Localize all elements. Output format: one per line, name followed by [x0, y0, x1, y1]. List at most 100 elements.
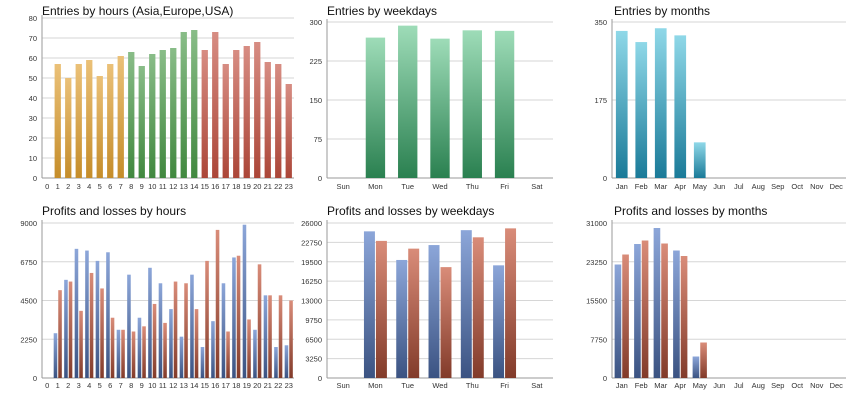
x-tick-label: 0 [45, 381, 49, 390]
y-tick-label: 4500 [20, 297, 37, 306]
y-tick-label: 0 [33, 174, 37, 183]
bar-mark [680, 256, 688, 378]
x-tick-label: 15 [201, 381, 209, 390]
bar-mark [505, 228, 517, 378]
bar-mark [212, 32, 219, 178]
y-tick-label: 19500 [301, 258, 322, 267]
bar-mark [200, 347, 205, 378]
bar-mark [242, 224, 247, 378]
x-tick-label: 6 [108, 182, 112, 191]
x-tick-label: 23 [285, 381, 293, 390]
x-tick-label: 13 [180, 182, 188, 191]
x-tick-label: Thu [466, 182, 479, 191]
bar-mark [152, 303, 157, 378]
bar-mark [257, 264, 262, 378]
bar-mark [233, 50, 240, 178]
x-tick-label: 8 [129, 381, 133, 390]
bar-mark [180, 32, 187, 178]
bar-mark [58, 290, 62, 378]
bar-mark [211, 321, 215, 378]
x-tick-label: May [693, 182, 707, 191]
x-tick-label: Tue [401, 182, 414, 191]
x-tick-label: 6 [108, 381, 112, 390]
bar-mark [693, 142, 706, 178]
x-tick-label: 1 [56, 381, 60, 390]
bar-mark [460, 230, 472, 378]
x-tick-label: 20 [253, 182, 261, 191]
chart-panel-2: 0 175 350 Jan Feb Mar Apr May Jun Jul Aug Sep Oct Nov… [594, 4, 846, 191]
x-tick-label: 21 [264, 381, 272, 390]
bar-mark [74, 248, 79, 378]
y-tick-label: 0 [603, 174, 607, 183]
bar-mark [472, 237, 484, 378]
bar-mark [106, 252, 110, 378]
bar-mark [159, 50, 166, 178]
x-tick-label: Fri [500, 381, 509, 390]
bar-mark [264, 62, 271, 178]
x-tick-label: 20 [253, 381, 261, 390]
x-tick-label: 17 [222, 182, 230, 191]
x-tick-label: 11 [159, 381, 167, 390]
x-tick-label: Nov [810, 182, 824, 191]
x-tick-label: Jan [616, 381, 628, 390]
bar-mark [493, 265, 505, 378]
bar-mark [170, 48, 177, 178]
bar-mark [275, 64, 282, 178]
bar-mark [222, 64, 229, 178]
chart-title: Profits and losses by months [614, 204, 767, 218]
x-tick-label: 2 [66, 182, 70, 191]
y-tick-label: 7750 [590, 335, 607, 344]
bar-mark [86, 60, 93, 178]
x-tick-label: 22 [274, 381, 282, 390]
x-tick-label: Sun [336, 381, 349, 390]
x-tick-label: 10 [148, 381, 156, 390]
x-tick-label: 4 [87, 182, 91, 191]
bar-mark [634, 244, 641, 378]
chart-title: Entries by weekdays [327, 4, 437, 18]
x-tick-label: 1 [56, 182, 60, 191]
bar-mark [692, 356, 700, 378]
x-tick-label: Mon [368, 182, 383, 191]
bar-mark [232, 257, 236, 378]
bar-mark [116, 329, 121, 378]
bar-mark [247, 319, 251, 378]
x-tick-label: Sep [771, 381, 784, 390]
x-tick-label: Mar [654, 381, 667, 390]
x-tick-label: 17 [222, 381, 230, 390]
bar-mark [615, 30, 628, 178]
x-tick-label: Oct [791, 381, 804, 390]
y-tick-label: 9750 [305, 316, 322, 325]
bar-mark [201, 50, 208, 178]
y-tick-label: 13000 [301, 297, 322, 306]
x-tick-label: 14 [190, 381, 198, 390]
x-tick-label: Sun [336, 182, 349, 191]
x-tick-label: 13 [180, 381, 188, 390]
x-tick-label: Dec [830, 381, 844, 390]
x-tick-label: 2 [66, 381, 70, 390]
bar-mark [163, 322, 167, 378]
bar-mark [428, 245, 440, 378]
y-tick-label: 6500 [305, 335, 322, 344]
bar-mark [363, 231, 375, 378]
x-tick-label: 12 [169, 381, 177, 390]
y-tick-label: 0 [318, 374, 322, 383]
chart-title: Profits and losses by hours [42, 204, 186, 218]
bar-mark [408, 248, 420, 378]
y-tick-label: 150 [309, 96, 322, 105]
bar-mark [268, 295, 272, 378]
x-tick-label: 3 [77, 381, 81, 390]
bar-mark [285, 84, 292, 178]
x-tick-label: 11 [159, 182, 167, 191]
bar-mark [205, 260, 209, 378]
bar-mark [263, 295, 268, 378]
bar-mark [462, 30, 482, 178]
x-tick-label: 18 [232, 381, 240, 390]
bar-mark [375, 240, 387, 378]
x-tick-label: 19 [243, 381, 251, 390]
x-tick-label: Apr [674, 381, 686, 390]
bar-mark [169, 309, 173, 378]
y-tick-label: 2250 [20, 335, 37, 344]
x-tick-label: Mon [368, 381, 383, 390]
bar-mark [128, 52, 135, 178]
